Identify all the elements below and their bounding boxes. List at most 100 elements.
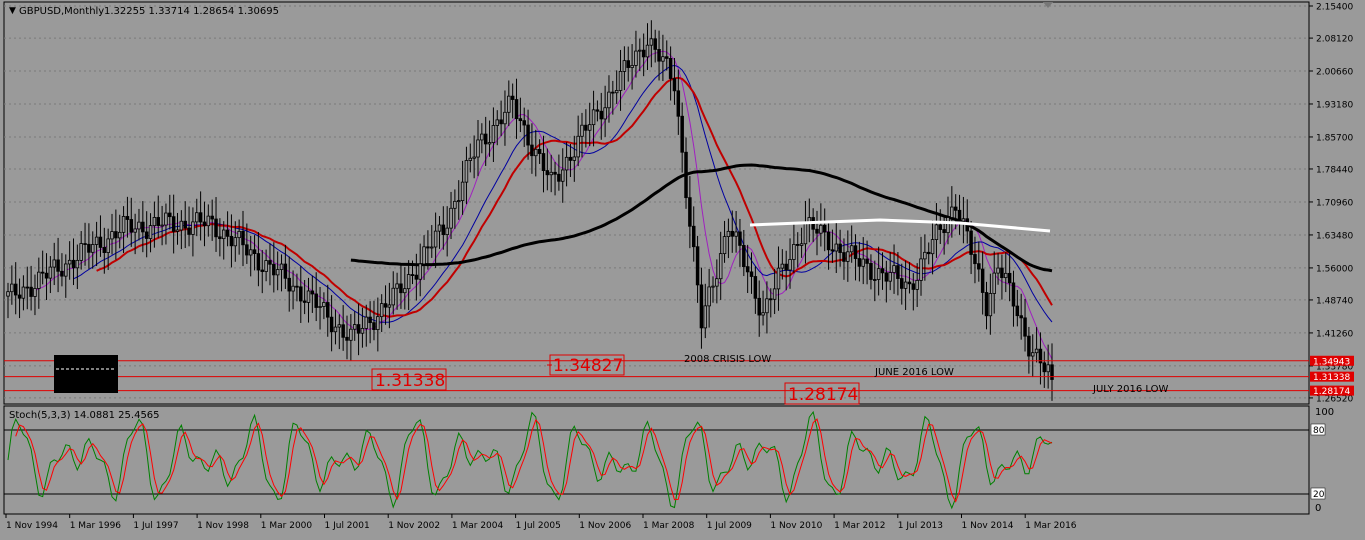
candle	[418, 243, 422, 297]
candle	[896, 252, 900, 296]
candle	[514, 78, 519, 139]
candle	[1034, 327, 1039, 363]
candle	[456, 180, 461, 220]
box-1313-label[interactable]: 1.31338	[375, 371, 445, 391]
candle	[950, 186, 954, 238]
candle-body	[345, 336, 349, 341]
candle-body	[873, 279, 877, 281]
candle-body	[164, 212, 168, 226]
candle-body	[641, 49, 646, 58]
candle-body	[607, 91, 611, 109]
candle	[79, 231, 83, 270]
candle-body	[580, 124, 584, 137]
candle	[996, 253, 1000, 285]
candle-body	[179, 220, 184, 231]
stoch-label: Stoch(5,3,3) 14.0881 25.4565	[9, 410, 160, 421]
candle	[560, 148, 565, 203]
stoch-80-tag	[1310, 423, 1326, 436]
candle-body	[67, 259, 72, 265]
candle	[310, 275, 315, 313]
candle	[980, 251, 985, 315]
box-1281-label[interactable]: 1.28174	[788, 385, 858, 405]
price-tick-label: 1.26520	[1316, 394, 1353, 404]
price-axis[interactable]: 2.15400 2.08120 2.00660 1.93180 1.85700 1.784…	[1309, 3, 1353, 405]
candle-body	[233, 237, 238, 247]
candle	[360, 307, 365, 348]
candle	[661, 34, 665, 82]
candle	[776, 246, 781, 311]
candle-body	[765, 298, 769, 314]
candle-body	[414, 274, 419, 280]
candle	[187, 206, 191, 247]
level-tag-bg	[1310, 371, 1354, 382]
candle-body	[522, 120, 526, 126]
black-box-object[interactable]	[54, 355, 118, 393]
candle-body	[564, 156, 569, 171]
crisis-low-label[interactable]: 2008 CRISIS LOW	[684, 354, 771, 365]
candle-body	[907, 281, 912, 285]
candle-body	[869, 262, 873, 280]
candle-body	[680, 115, 684, 153]
candle	[352, 311, 357, 341]
title-arrow-icon[interactable]: ▼	[9, 6, 16, 16]
candle-body	[880, 268, 885, 274]
candle-body	[626, 60, 630, 68]
candle-body	[611, 91, 615, 94]
july-low-label[interactable]: JULY 2016 LOW	[1092, 384, 1169, 395]
candle-body	[160, 224, 164, 227]
candle-body	[950, 206, 954, 218]
candle-body	[738, 231, 742, 246]
candle	[603, 85, 607, 137]
candle-body	[788, 259, 792, 271]
candle-body	[911, 283, 916, 290]
candle-body	[591, 109, 596, 126]
candle	[876, 246, 881, 296]
candle	[195, 198, 199, 237]
candle-body	[75, 259, 80, 269]
candle-body	[688, 197, 692, 227]
candle	[707, 268, 711, 328]
candle-body	[195, 212, 199, 223]
candle-body	[988, 293, 993, 317]
candle	[668, 46, 673, 101]
candle	[730, 210, 734, 253]
candle-body	[206, 215, 211, 227]
candle	[487, 120, 492, 157]
candle	[772, 269, 777, 315]
candle	[938, 209, 943, 245]
candle	[341, 305, 345, 351]
candle	[1030, 334, 1035, 378]
candle-body	[91, 244, 95, 253]
resistance-trendline[interactable]	[749, 218, 1051, 233]
box-1348-label[interactable]: 1.34827	[553, 356, 623, 376]
candle	[614, 70, 619, 104]
candle-body	[603, 107, 607, 120]
candle	[395, 272, 399, 310]
time-axis: 1 Nov 1994 1 Mar 1996 1 Jul 1997 1 Nov 1998…	[5, 514, 1077, 531]
candle	[545, 148, 550, 191]
candle-body	[187, 227, 191, 235]
candle	[1004, 252, 1008, 293]
candle	[691, 206, 696, 262]
time-tick-label: 1 Nov 2014	[962, 521, 1014, 531]
candle-body	[302, 300, 307, 303]
candle	[761, 290, 765, 326]
candle	[441, 206, 446, 250]
candle-body	[730, 230, 734, 237]
candle	[445, 206, 449, 257]
candle	[495, 110, 500, 146]
candle-body	[780, 263, 785, 269]
candle	[56, 237, 60, 293]
candle	[198, 191, 203, 241]
june-low-label[interactable]: JUNE 2016 LOW	[874, 367, 954, 378]
shift-marker-icon[interactable]	[1043, 2, 1053, 8]
candle	[468, 143, 473, 173]
candle-body	[572, 156, 577, 161]
candle	[842, 238, 846, 280]
candle	[491, 107, 496, 163]
candle	[287, 256, 291, 312]
candle	[144, 211, 149, 258]
candle-body	[599, 110, 604, 120]
